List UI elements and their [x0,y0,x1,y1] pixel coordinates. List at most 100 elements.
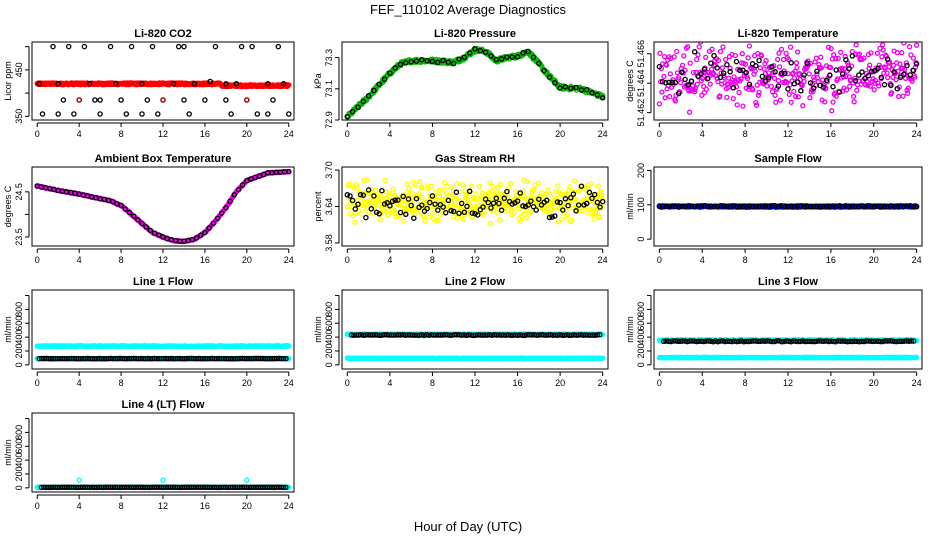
data-point [739,51,745,57]
data-point [682,203,688,210]
data-point [352,219,358,225]
plot-area [656,36,920,115]
data-point [722,56,729,63]
data-point [525,48,531,55]
data-point [424,57,430,64]
data-point [874,50,881,56]
data-point [738,76,744,82]
data-point [692,85,699,92]
data-point [888,82,894,89]
data-point [554,196,560,202]
data-point [466,188,473,195]
data-point [656,101,663,107]
data-point [881,81,888,88]
data-point [363,214,369,221]
data-point [265,111,271,117]
data-point [461,209,468,216]
series-inlet-averages [344,46,606,120]
data-point [571,178,578,184]
data-point [746,81,753,88]
plot-frame [341,166,609,247]
data-point [541,67,547,74]
data-point [472,46,478,52]
data-point [520,50,526,56]
data-point [704,203,711,210]
x-tick-label: 20 [555,129,565,139]
y-tick-label: 400 [14,330,24,345]
data-point [381,201,388,207]
plot-area [344,331,606,362]
data-point [843,73,849,80]
data-point [672,98,679,104]
data-point [392,65,398,71]
data-point [597,204,603,210]
data-point [71,111,77,117]
y-tick-label: 24.5 [14,183,24,201]
data-point [849,53,856,59]
data-point [913,61,920,67]
data-point [661,36,665,40]
data-point [456,188,463,195]
data-point [715,57,722,64]
data-point [785,86,791,92]
y-tick-label: 450 [14,62,24,77]
data-point [775,83,782,89]
data-point [454,181,460,187]
data-point [376,202,382,208]
data-point [541,207,547,213]
data-point [594,92,601,98]
y-axis-label: degrees C [3,185,13,227]
plot-area [34,343,292,362]
y-tick-label: 200 [636,163,646,178]
x-tick-label: 12 [158,255,168,265]
data-point [535,180,541,186]
data-point [373,187,379,193]
y-tick-label: 100 [636,197,646,212]
data-point [688,78,695,84]
data-point [588,180,595,187]
data-point [910,67,917,74]
y-axis-label: ml/min [625,193,635,220]
data-point [753,99,759,106]
data-point [170,81,177,87]
data-point [477,47,484,54]
data-point [118,97,124,103]
data-point [904,203,910,209]
data-point [884,203,891,210]
data-point [822,99,828,105]
data-point [355,104,361,110]
data-point [515,206,521,212]
x-tick-label: 0 [35,129,40,139]
data-point [714,65,720,71]
data-point [792,68,798,75]
data-point [368,206,375,212]
x-tick-label: 24 [598,129,608,139]
data-point [50,43,56,50]
data-point [755,92,762,98]
data-point [717,74,724,81]
data-point [685,44,691,50]
data-point [218,210,225,216]
data-point [743,69,749,76]
data-point [453,189,460,195]
plot-frame [31,166,295,247]
data-point [559,216,565,222]
x-tick-label: 24 [284,255,294,265]
data-point [875,65,881,72]
data-point [413,205,419,211]
data-point [667,71,673,77]
data-point [910,55,917,61]
data-point [286,168,292,175]
series-inlet-averages [36,43,292,117]
x-tick-label: 8 [430,255,435,265]
x-tick-label: 8 [119,255,124,265]
data-point [599,95,606,101]
data-point [856,51,863,57]
x-tick-label: 24 [284,378,294,388]
data-point [480,212,486,219]
data-point [583,200,590,207]
data-point [555,183,561,189]
data-point [504,188,510,195]
data-point [416,191,422,197]
data-point [578,87,585,93]
